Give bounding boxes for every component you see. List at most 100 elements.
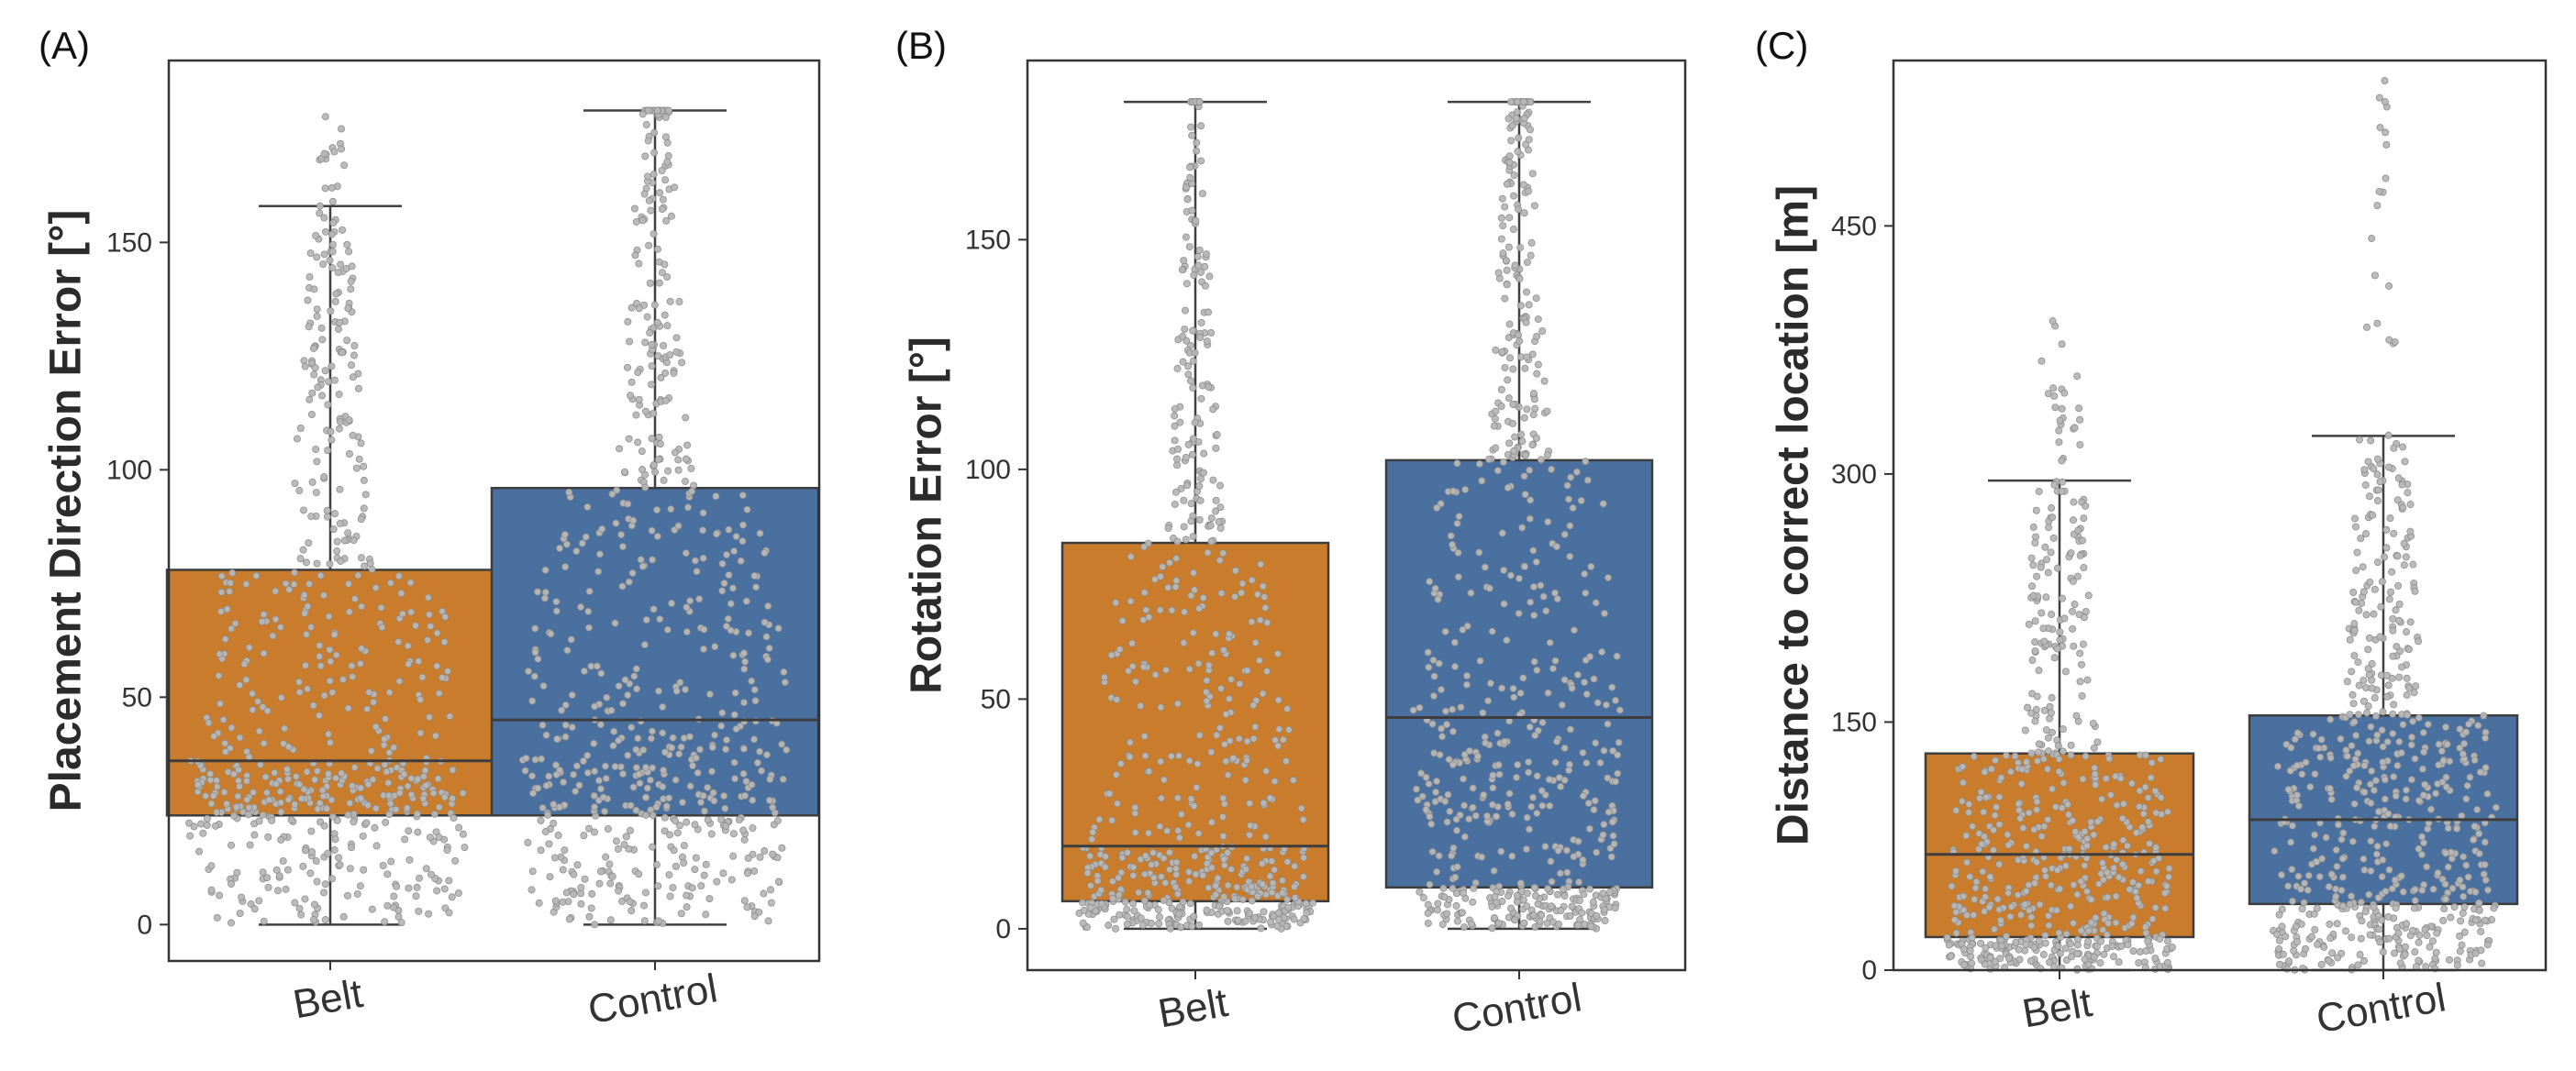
swarm-point [2337, 734, 2345, 743]
swarm-point [625, 845, 633, 853]
swarm-point [1117, 868, 1126, 877]
swarm-point [2409, 560, 2417, 569]
y-axis-label: Rotation Error [°] [903, 337, 951, 694]
swarm-point [2093, 738, 2102, 746]
swarm-point [2483, 789, 2492, 798]
swarm-point [2346, 635, 2354, 644]
swarm-point [2056, 635, 2064, 644]
swarm-point [2031, 717, 2039, 725]
swarm-point [769, 803, 777, 812]
swarm-point [722, 822, 730, 830]
swarm-point [2409, 717, 2417, 725]
swarm-point [530, 672, 539, 680]
swarm-point [2415, 637, 2423, 646]
swarm-point [539, 721, 547, 729]
swarm-point [2049, 534, 2058, 542]
swarm-point [304, 685, 312, 693]
swarm-point [405, 856, 414, 864]
swarm-point [1488, 902, 1496, 911]
swarm-point [1460, 801, 1469, 810]
swarm-control [1409, 98, 1624, 933]
swarm-point [658, 205, 666, 214]
swarm-point [2393, 552, 2402, 560]
swarm-point [1480, 790, 1488, 799]
swarm-point [2420, 748, 2428, 756]
swarm-point [2382, 174, 2390, 182]
swarm-point [461, 844, 469, 852]
swarm-point [1216, 684, 1225, 692]
swarm-point [2458, 941, 2466, 949]
swarm-point [2492, 803, 2500, 812]
swarm-point [1179, 358, 1187, 366]
swarm-point [416, 874, 424, 882]
swarm-point [1459, 889, 1467, 897]
swarm-point [313, 253, 321, 261]
swarm-point [2315, 745, 2323, 753]
swarm-point [650, 149, 659, 157]
swarm-point [638, 216, 647, 225]
swarm-point [356, 882, 364, 890]
swarm-point [2017, 779, 2026, 788]
plot-frame [1892, 59, 2548, 972]
swarm-point [326, 560, 334, 569]
swarm-point [2037, 609, 2046, 617]
swarm-point [1187, 500, 1195, 508]
swarm-point [1145, 829, 1153, 837]
swarm-point [1513, 98, 1521, 106]
swarm-point [627, 392, 635, 400]
swarm-point [1203, 859, 1211, 867]
swarm-point [1529, 911, 1538, 920]
swarm-point [1592, 739, 1600, 747]
swarm-point [1478, 853, 1486, 861]
swarm-point [2054, 942, 2062, 950]
swarm-point [321, 880, 329, 889]
swarm-point [228, 879, 236, 888]
swarm-point [2074, 526, 2082, 535]
swarm-point [632, 806, 640, 814]
swarm-point [440, 793, 449, 801]
swarm-point [565, 915, 573, 923]
swarm-point [683, 891, 691, 900]
swarm-point [539, 682, 548, 690]
swarm-point [317, 324, 326, 332]
swarm-point [344, 529, 352, 537]
swarm-point [2284, 786, 2293, 794]
swarm-point [2359, 855, 2368, 863]
swarm-point [607, 706, 616, 714]
swarm-point [769, 850, 777, 858]
swarm-point [449, 766, 457, 774]
swarm-point [632, 411, 640, 419]
swarm-point [641, 763, 650, 771]
swarm-point [384, 778, 393, 787]
swarm-point [2135, 959, 2143, 967]
swarm-point [422, 781, 430, 789]
swarm-point [2388, 885, 2396, 893]
swarm-point [1253, 892, 1261, 900]
swarm-point [1274, 909, 1282, 917]
swarm-point [1159, 563, 1167, 571]
swarm-point [2385, 336, 2393, 344]
swarm-point [313, 559, 321, 568]
swarm-point [1516, 689, 1525, 697]
swarm-point [459, 789, 467, 797]
swarm-point [339, 912, 348, 921]
swarm-point [328, 362, 336, 370]
swarm-point [2411, 897, 2419, 905]
swarm-point [1553, 737, 1561, 745]
swarm-point [626, 337, 634, 346]
swarm-point [2354, 961, 2362, 969]
swarm-point [2110, 864, 2118, 872]
swarm-point [216, 650, 224, 658]
swarm-point [695, 595, 704, 603]
swarm-point [1982, 885, 1990, 893]
swarm-point [1486, 679, 1494, 688]
swarm-point [632, 665, 640, 673]
swarm-point [2035, 487, 2043, 495]
swarm-point [2034, 748, 2042, 756]
swarm-point [316, 662, 325, 670]
swarm-point [2382, 840, 2391, 848]
swarm-point [1952, 867, 1960, 875]
swarm-point [1164, 583, 1172, 591]
swarm-point [756, 853, 764, 861]
